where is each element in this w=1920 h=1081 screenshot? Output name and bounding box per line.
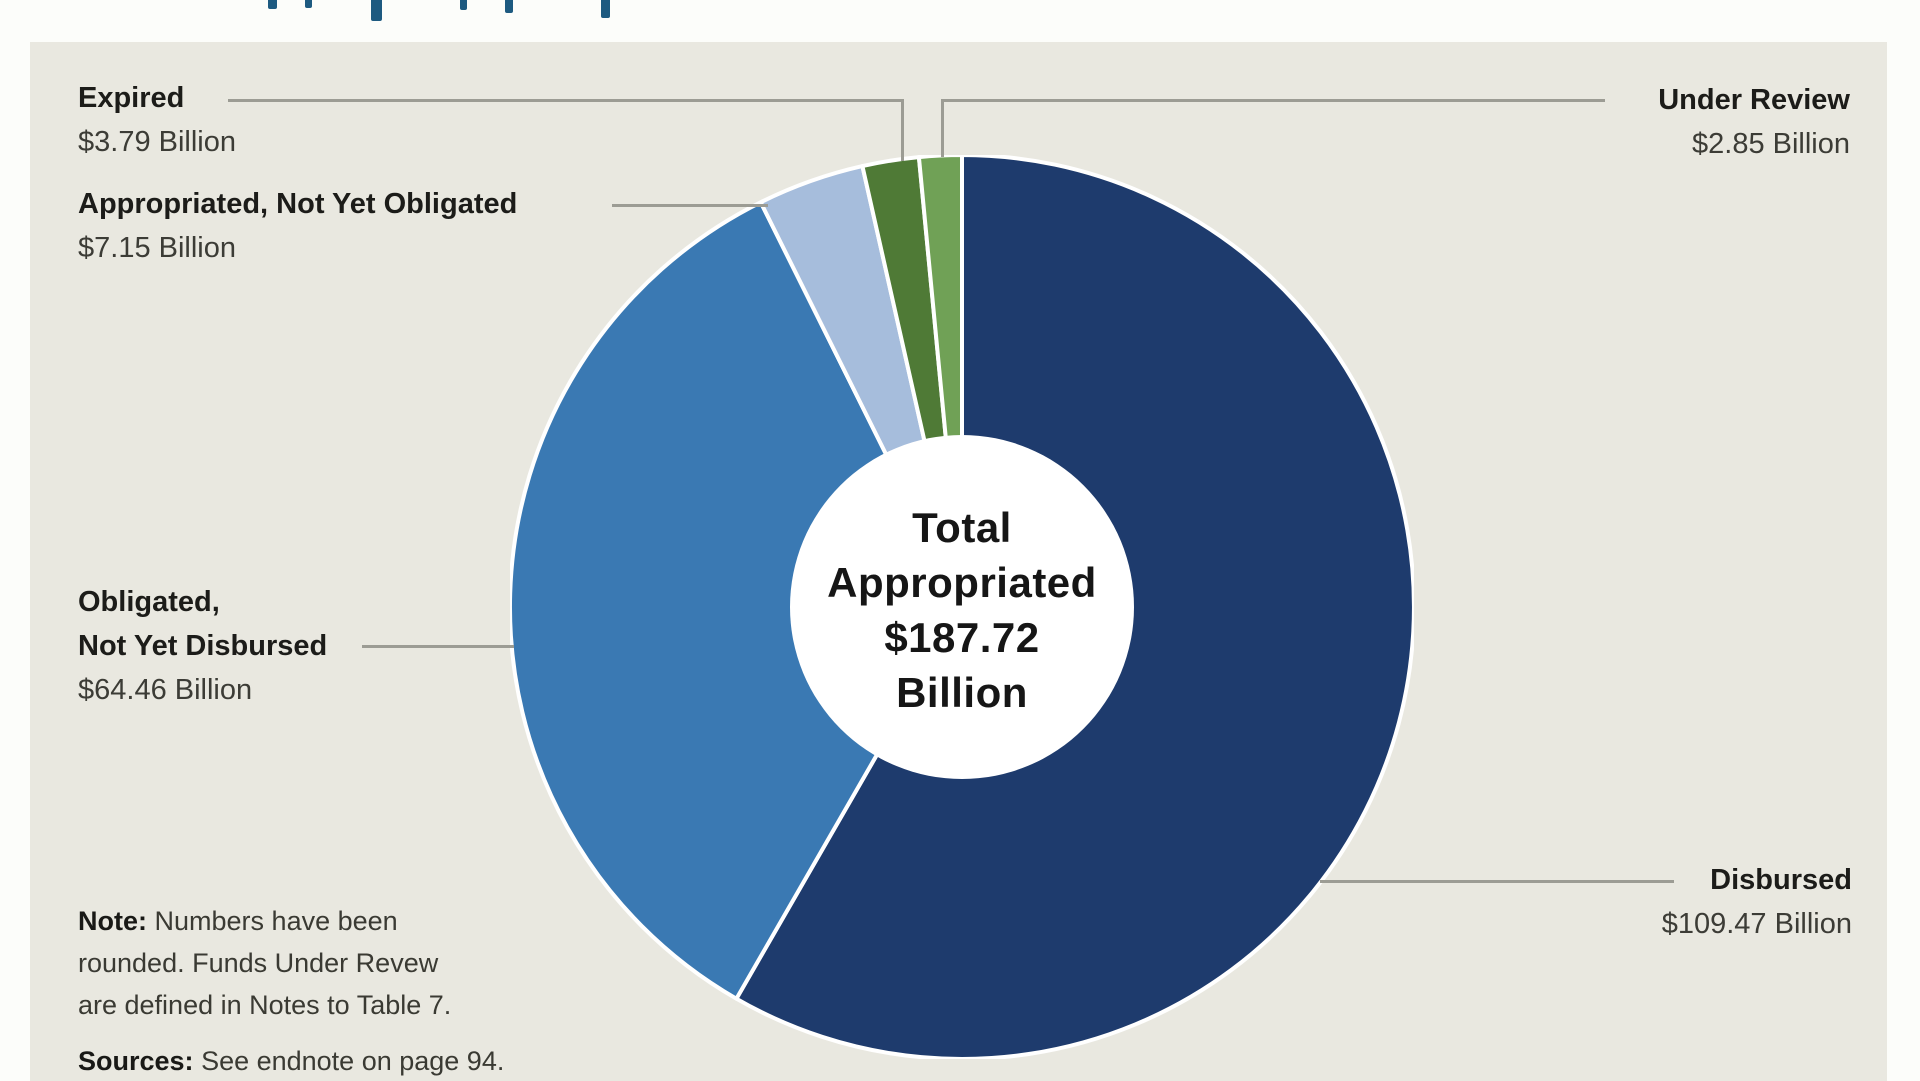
donut-hole (790, 435, 1134, 779)
label-disbursed: Disbursed $109.47 Billion (1452, 858, 1852, 946)
center-total-line: Total (912, 504, 1012, 551)
sources-label: Sources: (78, 1046, 194, 1076)
center-total-line: Appropriated (827, 559, 1097, 606)
callout-line-appropriated-nyo (612, 204, 768, 207)
note-text: Note: Numbers have been rounded. Funds U… (78, 900, 451, 1026)
label-appropriated-nyo-value: $7.15 Billion (78, 232, 236, 264)
label-disbursed-value: $109.47 Billion (1661, 908, 1852, 940)
title-descender-mark (268, 0, 277, 9)
label-expired-title: Expired (78, 82, 185, 114)
label-expired-value: $3.79 Billion (78, 126, 236, 158)
label-obligated: Obligated, Not Yet Disbursed $64.46 Bill… (78, 580, 327, 712)
label-appropriated-nyo: Appropriated, Not Yet Obligated $7.15 Bi… (78, 182, 517, 270)
label-obligated-title-line2: Not Yet Disbursed (78, 630, 328, 662)
donut-center-total: Total Appropriated $187.72 Billion (762, 500, 1162, 720)
label-obligated-title-line1: Obligated, (78, 586, 220, 618)
callout-line-expired-drop (901, 99, 904, 161)
note-line-1-text: Numbers have been (154, 906, 398, 936)
sources-line-text: See endnote on page 94. (201, 1046, 505, 1076)
callout-line-disbursed (1320, 880, 1674, 883)
title-descender-mark (371, 0, 382, 21)
center-total-line: Billion (896, 669, 1028, 716)
center-total-line: $187.72 (884, 614, 1040, 661)
label-expired: Expired $3.79 Billion (78, 76, 236, 164)
label-disbursed-title: Disbursed (1710, 864, 1852, 896)
label-appropriated-nyo-title: Appropriated, Not Yet Obligated (78, 188, 518, 220)
note-line-2: rounded. Funds Under Revew (78, 948, 439, 978)
callout-line-under-review-drop (941, 99, 944, 157)
title-descender-mark (505, 0, 513, 13)
callout-line-obligated (362, 645, 514, 648)
label-under-review-title: Under Review (1658, 84, 1850, 116)
note-line-3: are defined in Notes to Table 7. (78, 990, 452, 1020)
note-line-1: Note: Numbers have been (78, 900, 451, 942)
label-under-review-value: $2.85 Billion (1692, 128, 1850, 160)
pie-slice: Obligated, Not Yet Disbursed $64.46 Bill… (510, 200, 964, 1001)
label-obligated-value: $64.46 Billion (78, 674, 253, 706)
title-descender-mark (460, 0, 467, 10)
sources-text: Sources: See endnote on page 94. (78, 1040, 504, 1081)
title-descender-mark (305, 0, 312, 8)
label-under-review: Under Review $2.85 Billion (1450, 78, 1850, 166)
title-descender-mark (601, 0, 610, 18)
callout-line-under-review (941, 99, 1605, 102)
note-label: Note: (78, 906, 147, 936)
callout-line-expired (228, 99, 904, 102)
